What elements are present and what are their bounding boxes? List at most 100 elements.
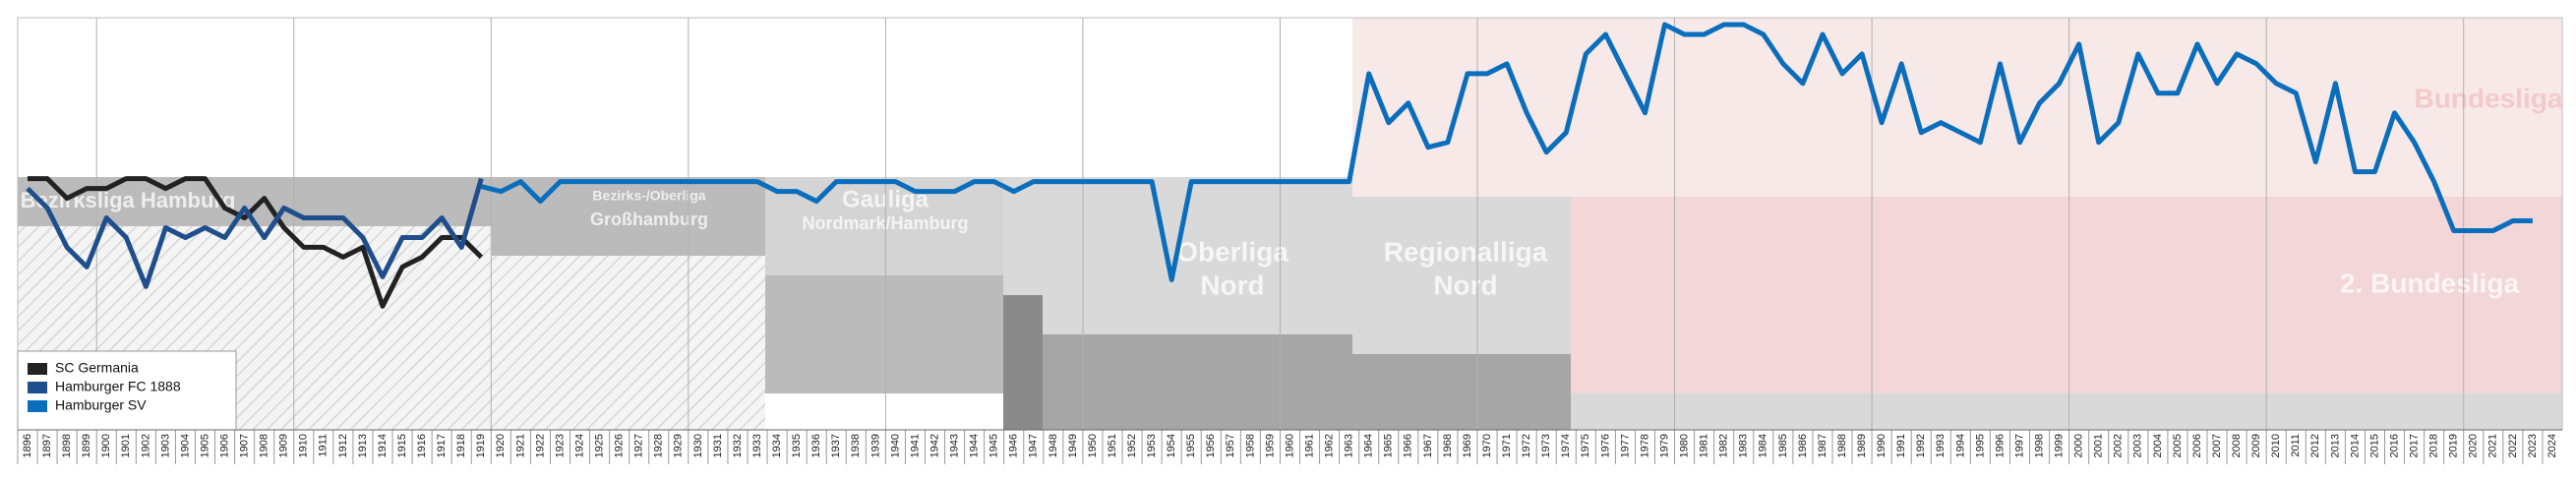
x-tick-label: 1919 xyxy=(475,434,487,457)
x-tick-label: 1957 xyxy=(1225,434,1236,457)
x-tick-label: 1982 xyxy=(1718,434,1730,457)
x-tick-label: 1954 xyxy=(1166,434,1177,457)
league-label: Großhamburg xyxy=(590,210,708,229)
x-tick-label: 2010 xyxy=(2270,434,2282,457)
series-line xyxy=(480,22,2533,282)
x-tick-label: 2007 xyxy=(2211,434,2223,457)
x-tick-label: 1900 xyxy=(100,434,112,457)
x-tick-label: 1978 xyxy=(1639,434,1650,457)
x-tick-label: 1979 xyxy=(1658,434,1670,457)
x-tick-label: 1905 xyxy=(199,434,210,457)
series-line xyxy=(26,177,484,289)
x-tick-label: 1971 xyxy=(1501,434,1513,457)
x-tick-label: 1966 xyxy=(1403,434,1414,457)
x-tick-label: 1956 xyxy=(1205,434,1217,457)
x-tick-label: 1972 xyxy=(1521,434,1532,457)
legend-label: Hamburger SV xyxy=(55,397,147,413)
x-tick-label: 1929 xyxy=(673,434,685,457)
league-label: Regionalliga xyxy=(1384,236,1548,267)
x-tick-label: 1920 xyxy=(495,434,507,457)
x-tick-label: 1945 xyxy=(988,434,1000,457)
x-tick-label: 1950 xyxy=(1087,434,1099,457)
x-tick-label: 1911 xyxy=(318,434,329,457)
x-tick-label: 2017 xyxy=(2408,434,2420,457)
league-label: 2. Bundesliga xyxy=(2340,268,2519,298)
x-tick-label: 2023 xyxy=(2527,434,2539,457)
x-tick-label: 1908 xyxy=(259,434,270,457)
x-tick-label: 1942 xyxy=(929,434,940,457)
x-tick-label: 1899 xyxy=(81,434,92,457)
x-tick-label: 1949 xyxy=(1067,434,1079,457)
x-tick-label: 1973 xyxy=(1540,434,1552,457)
x-tick-label: 1965 xyxy=(1383,434,1395,457)
x-tick-label: 1984 xyxy=(1758,434,1769,457)
x-tick-label: 1928 xyxy=(653,434,665,457)
x-tick-label: 2013 xyxy=(2329,434,2341,457)
x-tick-label: 1992 xyxy=(1915,434,1927,457)
x-tick-label: 1955 xyxy=(1185,434,1197,457)
x-tick-label: 1938 xyxy=(850,434,862,457)
x-tick-label: 1967 xyxy=(1422,434,1434,457)
legend-swatch xyxy=(28,382,47,393)
x-tick-label: 1946 xyxy=(1008,434,1020,457)
x-tick-label: 1947 xyxy=(1028,434,1040,457)
legend-label: SC Germania xyxy=(55,360,139,376)
legend-box xyxy=(17,350,237,431)
x-tick-label: 1974 xyxy=(1560,434,1572,457)
x-tick-label: 1924 xyxy=(573,434,585,457)
x-tick-label: 1941 xyxy=(909,434,921,457)
x-tick-label: 1975 xyxy=(1580,434,1591,457)
x-tick-label: 1907 xyxy=(239,434,251,457)
x-tick-label: 1921 xyxy=(514,434,526,457)
x-tick-label: 1963 xyxy=(1344,434,1355,457)
x-tick-label: 1996 xyxy=(1994,434,2006,457)
x-tick-label: 1990 xyxy=(1876,434,1887,457)
x-tick-label: 1998 xyxy=(2033,434,2045,457)
x-tick-label: 1958 xyxy=(1244,434,1256,457)
x-tick-label: 1910 xyxy=(298,434,310,457)
x-tick-label: 1987 xyxy=(1817,434,1828,457)
x-tick-label: 1962 xyxy=(1324,434,1336,457)
x-tick-label: 1953 xyxy=(1146,434,1158,457)
league-bands xyxy=(17,17,2563,431)
x-tick-label: 1916 xyxy=(416,434,428,457)
x-tick-label: 1976 xyxy=(1599,434,1611,457)
x-tick-label: 1925 xyxy=(594,434,606,457)
x-tick-label: 1964 xyxy=(1363,434,1375,457)
x-tick-label: 1977 xyxy=(1619,434,1631,457)
x-tick-label: 2021 xyxy=(2487,434,2499,457)
x-tick-label: 1937 xyxy=(830,434,842,457)
x-tick-label: 1906 xyxy=(218,434,230,457)
x-tick-label: 2024 xyxy=(2546,434,2558,457)
x-tick-label: 1934 xyxy=(771,434,783,457)
x-tick-label: 1912 xyxy=(337,434,349,457)
x-tick-label: 1986 xyxy=(1797,434,1809,457)
x-tick-label: 2015 xyxy=(2368,434,2380,457)
x-tick-label: 1970 xyxy=(1481,434,1493,457)
x-tick-label: 1994 xyxy=(1954,434,1966,457)
x-tick-label: 1989 xyxy=(1856,434,1868,457)
legend-swatch xyxy=(28,400,47,412)
x-tick-label: 1902 xyxy=(140,434,151,457)
league-label: Nord xyxy=(1200,270,1264,300)
x-tick-label: 1991 xyxy=(1895,434,1907,457)
x-tick-label: 1913 xyxy=(357,434,369,457)
x-tick-label: 1930 xyxy=(692,434,704,457)
league-label: Nord xyxy=(1433,270,1497,300)
x-tick-label: 1985 xyxy=(1777,434,1789,457)
x-tick-label: 1960 xyxy=(1284,434,1295,457)
x-tick-label: 1918 xyxy=(455,434,467,457)
x-axis: 1896 1897 1898 1899 1900 1901 1902 1903 1904 1905… xyxy=(17,429,2562,464)
x-tick-label: 2004 xyxy=(2152,434,2164,457)
x-tick-label: 1904 xyxy=(179,434,191,457)
legend-swatch xyxy=(28,363,47,375)
x-tick-label: 1995 xyxy=(1974,434,1986,457)
league-label: Bundesliga xyxy=(2415,83,2563,113)
x-tick-label: 1901 xyxy=(120,434,132,457)
x-tick-label: 2019 xyxy=(2448,434,2460,457)
x-tick-label: 2001 xyxy=(2093,434,2105,457)
x-tick-label: 1927 xyxy=(633,434,645,457)
x-tick-label: 1909 xyxy=(278,434,290,457)
series-line xyxy=(28,176,484,309)
